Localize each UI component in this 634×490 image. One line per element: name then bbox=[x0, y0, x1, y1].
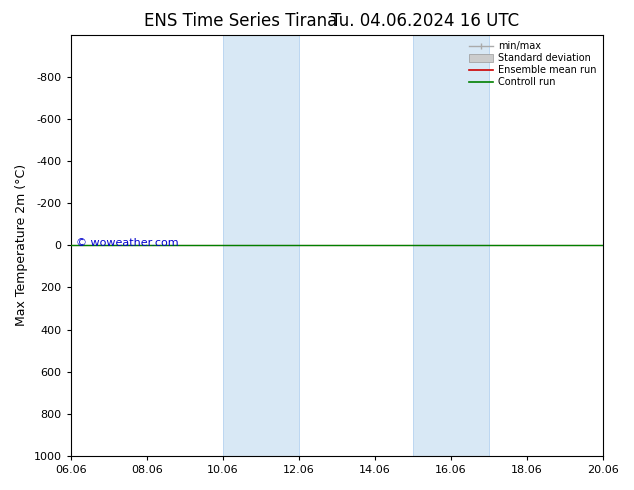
Legend: min/max, Standard deviation, Ensemble mean run, Controll run: min/max, Standard deviation, Ensemble me… bbox=[467, 40, 598, 89]
Y-axis label: Max Temperature 2m (°C): Max Temperature 2m (°C) bbox=[15, 164, 28, 326]
Text: Tu. 04.06.2024 16 UTC: Tu. 04.06.2024 16 UTC bbox=[331, 12, 519, 30]
Text: © woweather.com: © woweather.com bbox=[76, 238, 179, 248]
Bar bbox=[223, 35, 299, 456]
Bar bbox=[413, 35, 489, 456]
Text: ENS Time Series Tirana: ENS Time Series Tirana bbox=[145, 12, 337, 30]
